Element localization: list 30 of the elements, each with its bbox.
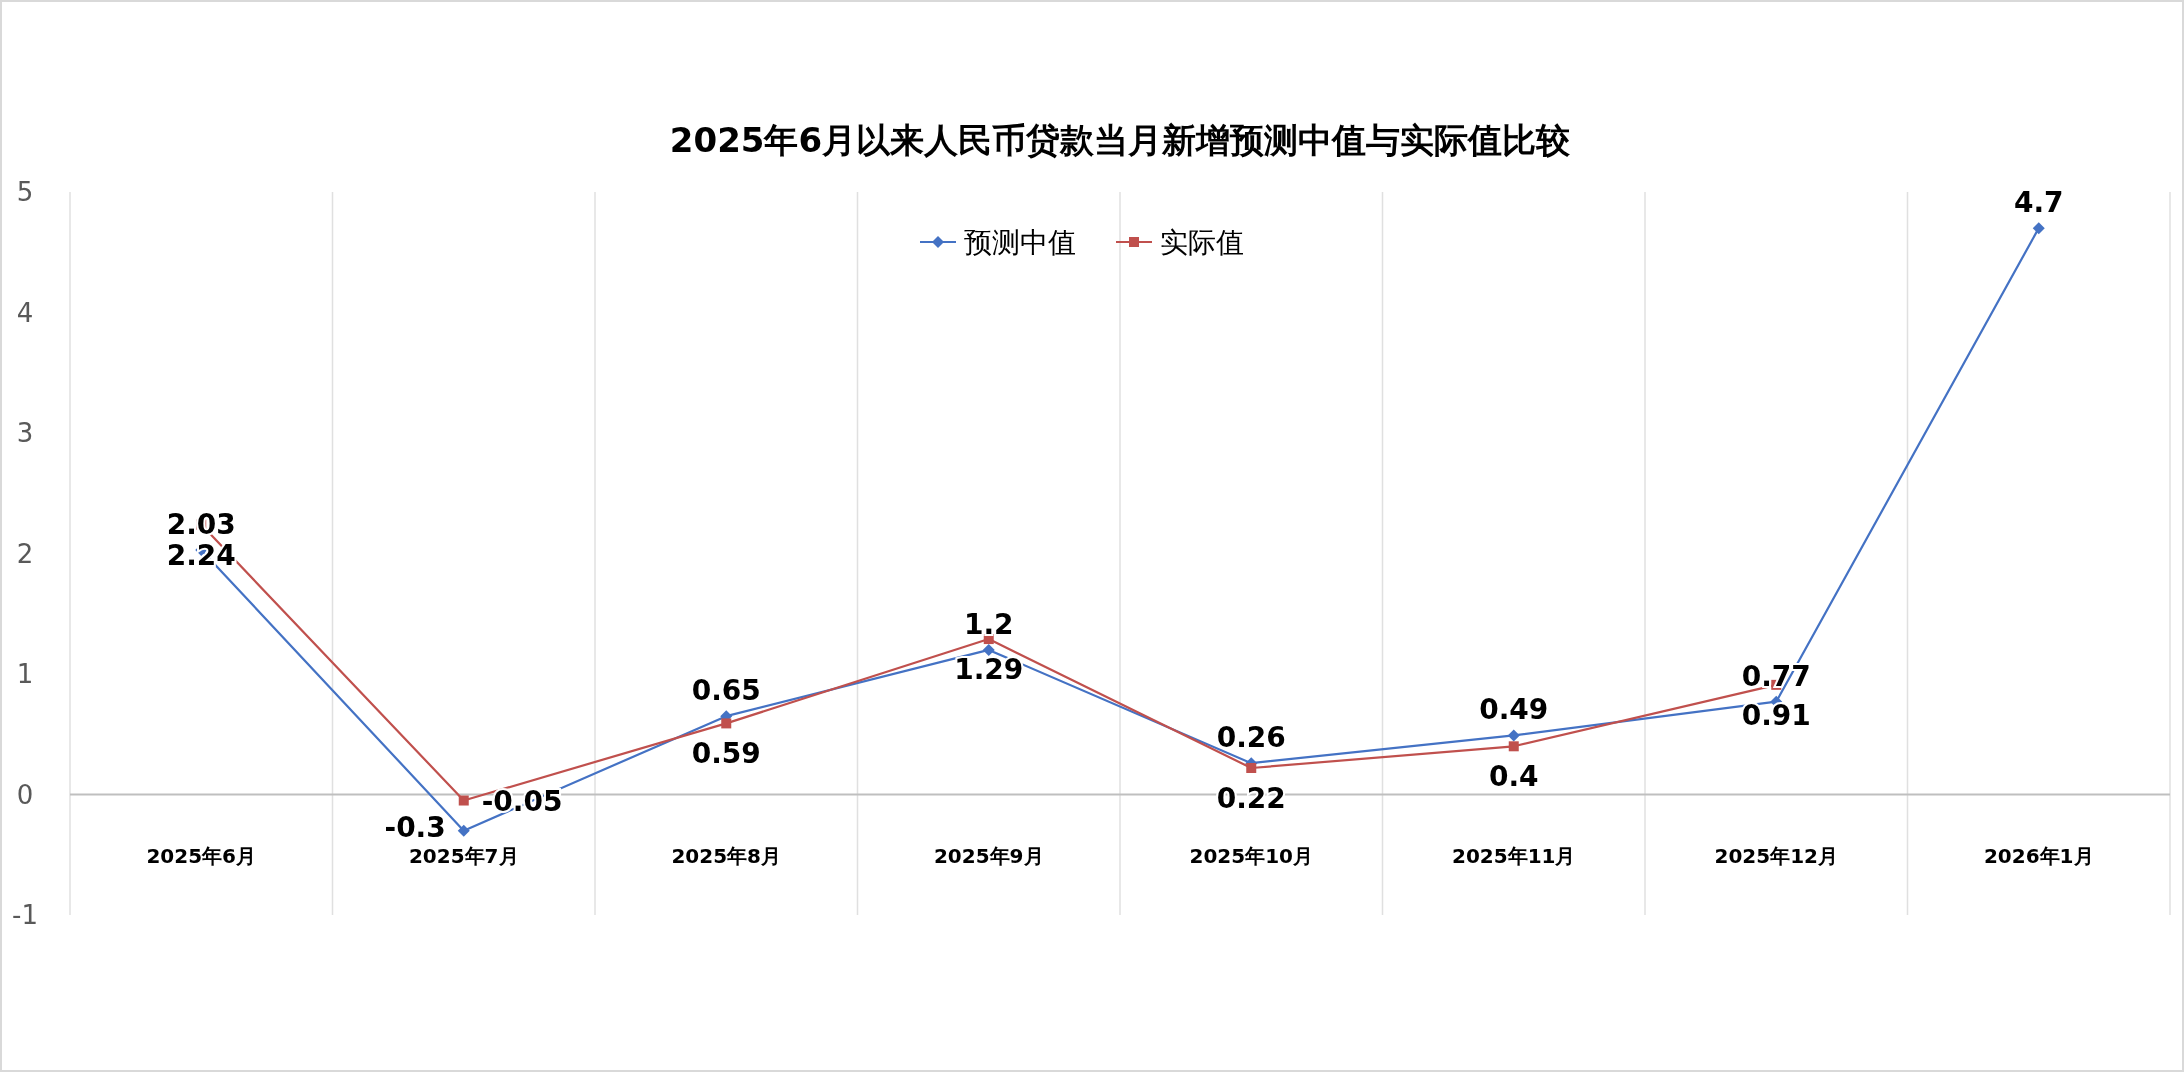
data-label: 4.7	[2013, 186, 2064, 220]
x-tick-label: 2025年6月	[146, 843, 257, 868]
x-tick-label: 2026年1月	[1983, 843, 2094, 868]
x-tick-label: 2025年7月	[408, 843, 519, 868]
data-label: 0.22	[1216, 782, 1286, 815]
y-tick-label: -1	[12, 900, 38, 930]
data-label: 0.65	[691, 674, 761, 708]
x-tick-label: 2025年12月	[1714, 843, 1838, 868]
x-tick-label: 2025年8月	[671, 843, 782, 868]
y-tick-label: 0	[16, 779, 34, 810]
data-label: 0.59	[691, 737, 761, 771]
y-tick-label: 3	[16, 418, 34, 448]
legend-label: 实际值	[1160, 226, 1244, 259]
chart-title: 2025年6月以来人民币贷款当月新增预测中值与实际值比较	[669, 120, 1572, 160]
y-tick-label: 1	[16, 659, 34, 689]
y-tick-label: 2	[16, 538, 34, 569]
data-label: 0.49	[1479, 693, 1549, 727]
data-label: 1.2	[963, 607, 1014, 641]
x-tick-label: 2025年9月	[933, 843, 1044, 868]
x-tick-label: 2025年11月	[1452, 843, 1576, 868]
data-label: 0.91	[1741, 698, 1811, 732]
data-label: 1.29	[954, 653, 1024, 687]
x-tick-label: 2025年10月	[1189, 843, 1313, 868]
data-label: -0.3	[384, 810, 446, 844]
data-label: 2.03	[166, 507, 236, 541]
y-tick-label: 5	[16, 177, 34, 207]
data-label: 0.26	[1216, 721, 1286, 755]
data-label: 0.4	[1488, 760, 1539, 794]
legend-label: 预测中值	[964, 226, 1076, 259]
y-tick-label: 4	[16, 297, 34, 328]
